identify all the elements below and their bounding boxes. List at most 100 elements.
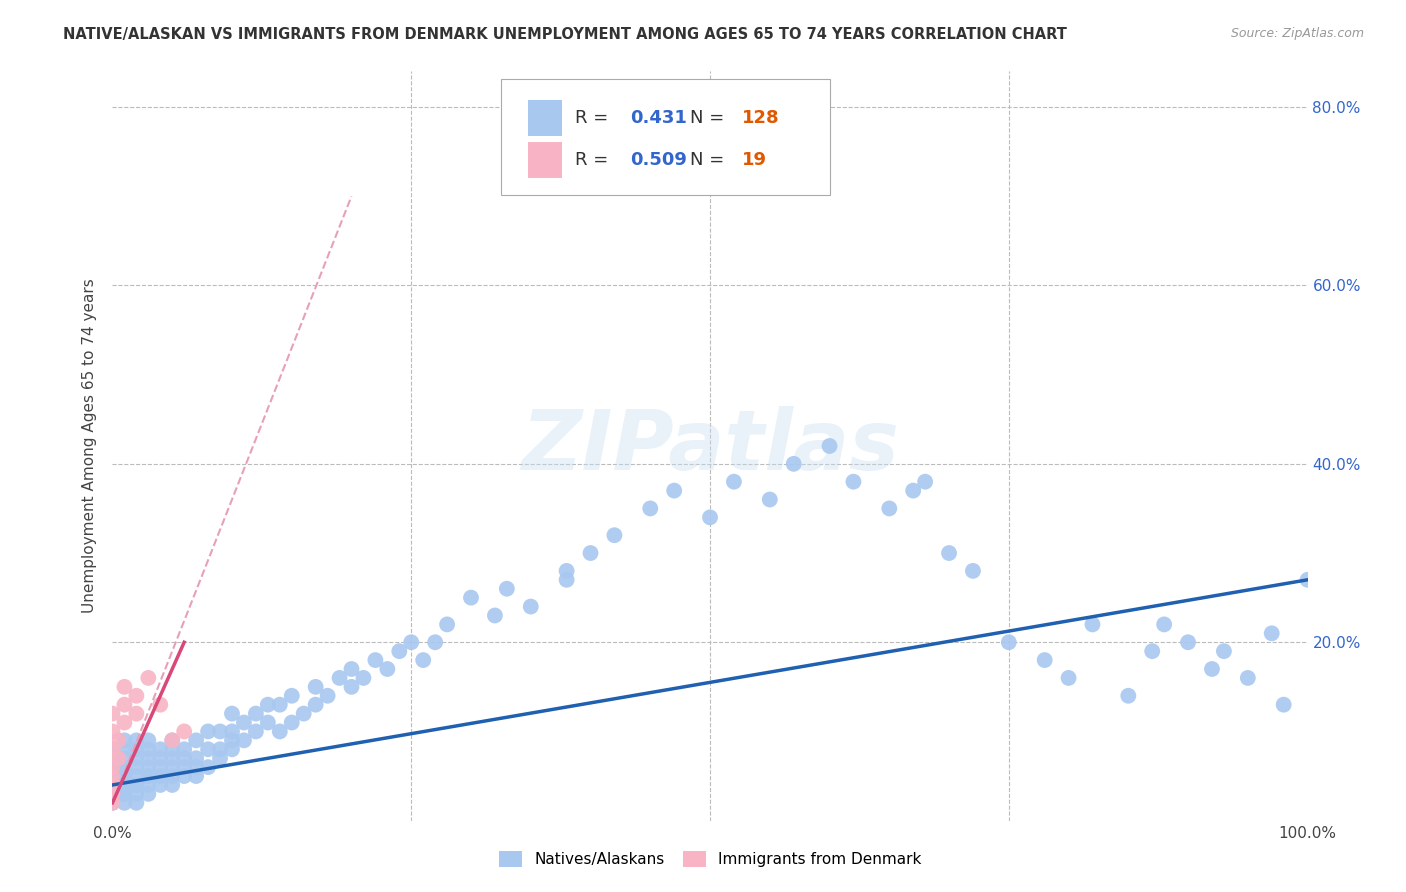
Point — [1142, 644, 1164, 658]
Point — [1261, 626, 1284, 640]
Point — [101, 778, 124, 792]
Point — [162, 733, 183, 747]
Point — [173, 769, 195, 783]
Point — [149, 698, 172, 712]
Point — [1033, 653, 1056, 667]
Text: R =: R = — [575, 151, 614, 169]
Point — [340, 662, 363, 676]
Point — [114, 751, 135, 765]
Point — [245, 724, 267, 739]
Point — [388, 644, 411, 658]
Point — [401, 635, 423, 649]
Point — [162, 769, 183, 783]
FancyBboxPatch shape — [529, 142, 562, 178]
Point — [114, 796, 135, 810]
Text: 0.509: 0.509 — [630, 151, 688, 169]
Text: N =: N = — [690, 151, 730, 169]
Point — [257, 698, 280, 712]
Point — [305, 680, 328, 694]
Point — [162, 733, 183, 747]
FancyBboxPatch shape — [529, 100, 562, 136]
Point — [782, 457, 804, 471]
Point — [460, 591, 482, 605]
Point — [101, 751, 124, 765]
Point — [138, 769, 160, 783]
Point — [1118, 689, 1140, 703]
Point — [903, 483, 925, 498]
Point — [233, 733, 256, 747]
Point — [209, 751, 232, 765]
Point — [101, 769, 124, 783]
Point — [579, 546, 602, 560]
Point — [305, 698, 328, 712]
Point — [664, 483, 686, 498]
Point — [197, 742, 219, 756]
Point — [879, 501, 901, 516]
Point — [149, 742, 172, 756]
Point — [107, 733, 129, 747]
Text: 0.431: 0.431 — [630, 109, 688, 127]
Point — [101, 787, 124, 801]
Point — [101, 706, 124, 721]
Point — [114, 698, 135, 712]
Point — [138, 671, 160, 685]
Point — [114, 778, 135, 792]
Point — [138, 769, 160, 783]
Point — [998, 635, 1021, 649]
Point — [173, 760, 195, 774]
Point — [209, 724, 232, 739]
Point — [197, 760, 219, 774]
Point — [723, 475, 745, 489]
Point — [125, 760, 148, 774]
Point — [938, 546, 960, 560]
Point — [914, 475, 936, 489]
Point — [1272, 698, 1295, 712]
Point — [173, 724, 195, 739]
Point — [281, 689, 304, 703]
Point — [1201, 662, 1223, 676]
Point — [1177, 635, 1199, 649]
Point — [364, 653, 387, 667]
Point — [101, 760, 124, 774]
Point — [101, 742, 124, 756]
Point — [233, 715, 256, 730]
Text: ZIPatlas: ZIPatlas — [522, 406, 898, 486]
Point — [125, 796, 148, 810]
Point — [436, 617, 458, 632]
Point — [221, 724, 243, 739]
Point — [162, 760, 183, 774]
Point — [962, 564, 984, 578]
Point — [101, 760, 124, 774]
Point — [114, 769, 135, 783]
Point — [114, 742, 135, 756]
Point — [269, 724, 291, 739]
Point — [114, 680, 135, 694]
Text: NATIVE/ALASKAN VS IMMIGRANTS FROM DENMARK UNEMPLOYMENT AMONG AGES 65 TO 74 YEARS: NATIVE/ALASKAN VS IMMIGRANTS FROM DENMAR… — [63, 27, 1067, 42]
Point — [149, 760, 172, 774]
Point — [603, 528, 626, 542]
Point — [107, 751, 129, 765]
Legend: Natives/Alaskans, Immigrants from Denmark: Natives/Alaskans, Immigrants from Denmar… — [492, 845, 928, 873]
Point — [245, 706, 267, 721]
Point — [114, 787, 135, 801]
Point — [1153, 617, 1175, 632]
Text: Source: ZipAtlas.com: Source: ZipAtlas.com — [1230, 27, 1364, 40]
Point — [209, 742, 232, 756]
Point — [842, 475, 865, 489]
Point — [269, 698, 291, 712]
Point — [149, 769, 172, 783]
Text: N =: N = — [690, 109, 730, 127]
Point — [125, 706, 148, 721]
Point — [138, 760, 160, 774]
Point — [162, 742, 183, 756]
Point — [173, 742, 195, 756]
Point — [1237, 671, 1260, 685]
Point — [173, 751, 195, 765]
Point — [101, 796, 124, 810]
Point — [138, 778, 160, 792]
Point — [329, 671, 352, 685]
Point — [149, 778, 172, 792]
Point — [221, 733, 243, 747]
Point — [221, 706, 243, 721]
Point — [484, 608, 506, 623]
